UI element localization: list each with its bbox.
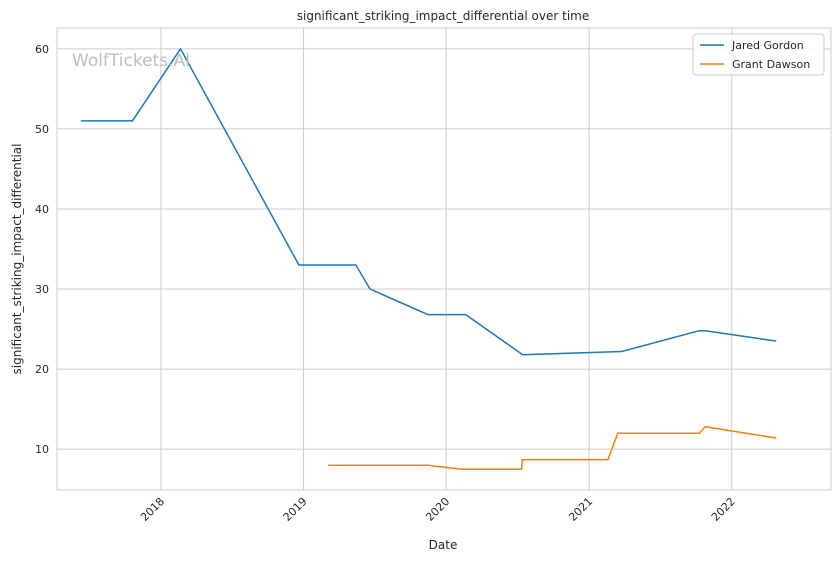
plot-frame — [56, 27, 832, 491]
chart-title: significant_striking_impact_differential… — [297, 9, 589, 23]
y-tick-label: 30 — [35, 283, 49, 296]
legend-label-grant-dawson: Grant Dawson — [732, 58, 810, 71]
gridlines — [57, 28, 831, 490]
legend-label-jared-gordon: Jared Gordon — [731, 39, 804, 52]
legend: Jared Gordon Grant Dawson — [692, 33, 825, 76]
y-tick-label: 60 — [35, 43, 49, 56]
series-lines — [80, 48, 777, 470]
series-line-jared-gordon — [80, 48, 777, 356]
y-tick-label: 40 — [35, 203, 49, 216]
y-axis-ticks: 10 20 30 40 50 60 — [35, 43, 49, 456]
legend-box — [692, 33, 825, 76]
series-line-grant-dawson — [328, 425, 777, 470]
y-tick-label: 50 — [35, 123, 49, 136]
y-axis-label: significant_striking_impact_differential — [10, 144, 24, 375]
y-tick-label: 20 — [35, 363, 49, 376]
x-axis-label: Date — [429, 538, 458, 552]
y-tick-label: 10 — [35, 443, 49, 456]
watermark-text: WolfTickets.AI — [72, 51, 190, 71]
